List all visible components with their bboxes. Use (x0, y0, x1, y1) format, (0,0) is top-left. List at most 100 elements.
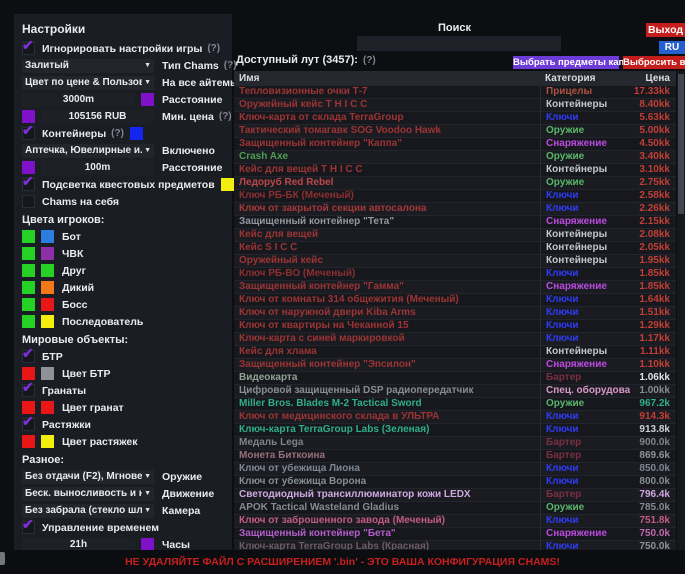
column-header-name[interactable]: Имя (239, 73, 260, 84)
camera-dropdown[interactable]: Без забрала (стекло шлема)▼ (22, 503, 154, 518)
table-row[interactable]: Монета Биткоина Бартер 869.6k (234, 450, 676, 463)
table-row[interactable]: Оружейный кейс T H I C C Контейнеры 8.40… (234, 99, 676, 112)
hours-color-swatch[interactable] (141, 538, 154, 551)
table-row[interactable]: Кейс для хлама Контейнеры 1.11kk (234, 346, 676, 359)
table-row[interactable]: APOK Tactical Wasteland Gladius Оружие 7… (234, 502, 676, 515)
table-row[interactable]: Кейс для вещей Контейнеры 2.08kk (234, 229, 676, 242)
color-swatch[interactable] (22, 435, 35, 448)
table-row[interactable]: Защищенный контейнер "Тета" Снаряжение 2… (234, 216, 676, 229)
ignore-game-settings-checkbox[interactable]: ✔ (22, 38, 35, 55)
table-row[interactable]: Кейс S I C C Контейнеры 2.05kk (234, 242, 676, 255)
containers-color-swatch[interactable] (129, 127, 143, 140)
table-row[interactable]: Кейс для вещей T H I C C Контейнеры 3.10… (234, 164, 676, 177)
color-swatch[interactable] (22, 367, 35, 380)
table-row[interactable]: Ключ от квартиры на Чеканной 15 Ключи 1.… (234, 320, 676, 333)
table-scrollbar[interactable] (677, 71, 685, 550)
self-chams-checkbox[interactable]: ✔ (22, 195, 35, 208)
table-row[interactable]: Ключ от комнаты 314 общежития (Меченый) … (234, 294, 676, 307)
help-icon[interactable]: (?) (218, 111, 232, 122)
color-swatch[interactable] (22, 401, 35, 414)
help-icon[interactable]: (?) (111, 128, 124, 139)
chams-type-dropdown[interactable]: Залитый ▼ (22, 58, 154, 73)
table-row[interactable]: Защищенный контейнер "Гамма" Снаряжение … (234, 281, 676, 294)
table-row[interactable]: Защищенный контейнер "Каппа" Снаряжение … (234, 138, 676, 151)
table-row[interactable]: Оружейный кейс Контейнеры 1.95kk (234, 255, 676, 268)
hours-input[interactable]: 21h (22, 537, 135, 552)
color-swatch[interactable] (41, 247, 54, 260)
color-swatch[interactable] (41, 264, 54, 277)
med-filter-dropdown[interactable]: Аптечка, Ювелирные и... ▼ (22, 143, 154, 158)
distance-input[interactable]: 3000m (22, 92, 135, 107)
chevron-down-icon: ▼ (144, 147, 151, 154)
tripwires-checkbox[interactable]: ✔ (22, 414, 35, 431)
color-swatch[interactable] (41, 298, 54, 311)
quest-highlight-color-swatch[interactable] (220, 178, 234, 191)
min-price-color-swatch[interactable] (22, 110, 35, 123)
table-row[interactable]: Защищенный контейнер "Эпсилон" Снаряжени… (234, 359, 676, 372)
color-swatch[interactable] (41, 367, 54, 380)
color-swatch[interactable] (22, 298, 35, 311)
table-row[interactable]: Crash Axe Оружие 3.40kk (234, 151, 676, 164)
containers-checkbox[interactable]: ✔ (22, 123, 35, 140)
table-row[interactable]: Ключ-карта TerraGroup Labs (Красная) Клю… (234, 541, 676, 550)
table-row[interactable]: Тепловизионные очки Т-7 Прицелы 17.33kk (234, 86, 676, 99)
table-row[interactable]: Ключ РБ-ВО (Меченый) Ключи 1.85kk (234, 268, 676, 281)
table-row[interactable]: Медаль Lega Бартер 900.0k (234, 437, 676, 450)
color-swatch[interactable] (41, 315, 54, 328)
search-input[interactable] (357, 36, 561, 51)
quest-highlight-checkbox[interactable]: ✔ (22, 174, 35, 191)
table-row[interactable]: Ключ РБ-БК (Меченый) Ключи 2.58kk (234, 190, 676, 203)
table-row[interactable]: Ключ от убежища Ворона Ключи 800.0k (234, 476, 676, 489)
color-swatch[interactable] (41, 401, 54, 414)
min-price-input[interactable]: 105156 RUB (41, 109, 154, 124)
table-row[interactable]: Цифровой защищенный DSP радиопередатчик … (234, 385, 676, 398)
color-swatch[interactable] (41, 230, 54, 243)
player-color-label: Дикий (62, 281, 95, 294)
btr-checkbox[interactable]: ✔ (22, 346, 35, 363)
table-row[interactable]: Ключ от медицинского склада в УЛЬТРА Клю… (234, 411, 676, 424)
weapon-dropdown[interactable]: Без отдачи (F2), Мгновенное п▼ (22, 469, 154, 484)
distance2-input[interactable]: 100m (41, 160, 154, 175)
color-swatch[interactable] (22, 230, 35, 243)
all-items-dropdown[interactable]: Цвет по цене & Пользователь▼ (22, 75, 154, 90)
item-category: Бартер (540, 372, 630, 384)
table-row[interactable]: Ключ-карта от склада TerraGroup Ключи 5.… (234, 112, 676, 125)
all-items-row: Цвет по цене & Пользователь▼ На все айте… (20, 74, 239, 91)
help-icon[interactable]: (?) (223, 60, 237, 71)
table-row[interactable]: Ключ от заброшенного завода (Меченый) Кл… (234, 515, 676, 528)
grenades-checkbox[interactable]: ✔ (22, 380, 35, 397)
scrollbar-thumb[interactable] (678, 74, 684, 214)
table-row[interactable]: Ключ-карта с синей маркировкой Ключи 1.1… (234, 333, 676, 346)
exit-button[interactable]: Выход (646, 23, 685, 37)
help-icon[interactable]: (?) (362, 55, 376, 66)
color-swatch[interactable] (41, 281, 54, 294)
table-row[interactable]: Miller Bros. Blades M-2 Tactical Sword О… (234, 398, 676, 411)
column-header-category[interactable]: Категория (545, 73, 596, 84)
checkmark-icon: ✔ (22, 122, 34, 138)
side-handle[interactable] (0, 552, 5, 565)
color-swatch[interactable] (41, 435, 54, 448)
time-control-checkbox[interactable]: ✔ (22, 517, 35, 534)
table-row[interactable]: Видеокарта Бартер 1.06kk (234, 372, 676, 385)
table-row[interactable]: Защищенный контейнер "Бета" Снаряжение 7… (234, 528, 676, 541)
language-button[interactable]: RU (659, 41, 685, 54)
color-swatch[interactable] (22, 281, 35, 294)
table-row[interactable]: Ключ-карта TerraGroup Labs (Зеленая) Клю… (234, 424, 676, 437)
color-swatch[interactable] (22, 264, 35, 277)
movement-dropdown[interactable]: Беск. выносливость и нет уста▼ (22, 486, 154, 501)
column-header-price[interactable]: Цена (645, 73, 670, 84)
table-row[interactable]: Ключ от закрытой секции автосалона Ключи… (234, 203, 676, 216)
color-swatch[interactable] (22, 247, 35, 260)
table-row[interactable]: Ключ от наружной двери Kiba Arms Ключи 1… (234, 307, 676, 320)
help-icon[interactable]: (?) (207, 43, 221, 54)
drop-all-button[interactable]: Выбросить все (623, 56, 685, 69)
select-kappa-items-button[interactable]: Выбрать предметы каппа (513, 56, 636, 69)
table-row[interactable]: Тактический томагавк SOG Voodoo Hawk Ору… (234, 125, 676, 138)
distance2-color-swatch[interactable] (22, 161, 35, 174)
table-row[interactable]: Ледоруб Red Rebel Оружие 2.75kk (234, 177, 676, 190)
table-row[interactable]: Ключ от убежища Лиона Ключи 850.0k (234, 463, 676, 476)
distance-color-swatch[interactable] (141, 93, 154, 106)
color-swatch[interactable] (22, 315, 35, 328)
table-row[interactable]: Светодиодный трансиллюминатор кожи LEDX … (234, 489, 676, 502)
item-category: Бартер (540, 450, 630, 462)
